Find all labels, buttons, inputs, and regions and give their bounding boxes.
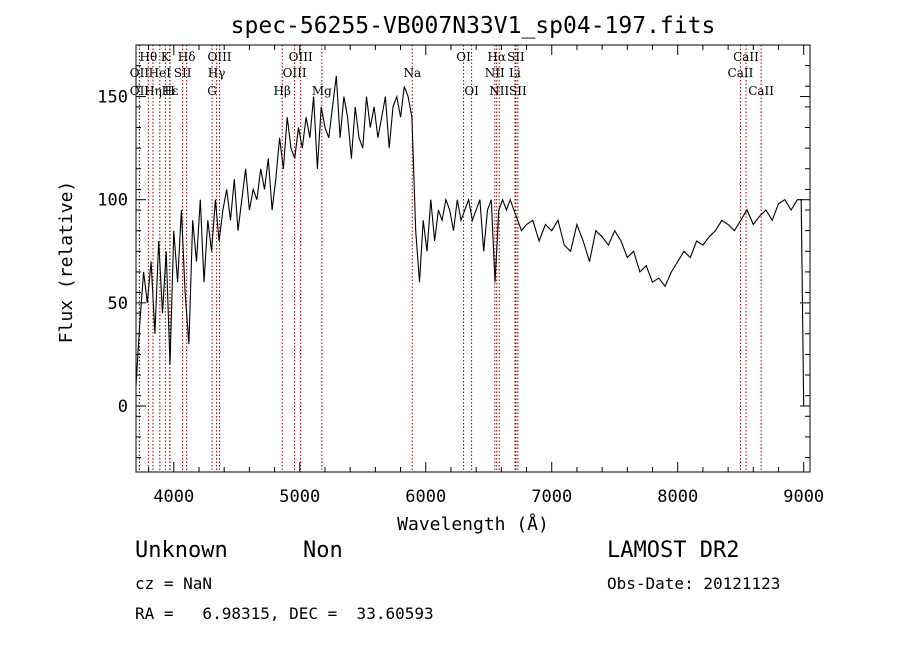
spectral-line-label: OII	[130, 66, 150, 80]
spectral-line-label: Hε	[162, 84, 179, 98]
spectral-line-label: Hθ	[139, 50, 157, 64]
y-axis: 0 50 100 150	[97, 44, 810, 459]
y-tick-label: 150	[97, 88, 128, 108]
chart-title: spec-56255-VB007N33V1_sp04-197.fits	[231, 13, 716, 39]
plot-frame	[135, 44, 811, 473]
spectral-line-label: Mg	[312, 84, 332, 98]
spectral-line-label: SII	[507, 50, 525, 64]
spectral-line-label: G	[207, 84, 217, 98]
spectral-line-label: SII	[174, 66, 192, 80]
spectral-line-label: Hα	[487, 50, 506, 64]
redshift-cz: cz = NaN	[135, 574, 213, 593]
spectral-line-label: H	[165, 84, 175, 98]
spectral-line-label: K	[161, 50, 171, 64]
spectral-line-label: Hη	[144, 84, 162, 98]
x-axis: 4000 5000 6000 7000 8000 9000	[148, 45, 824, 507]
x-tick-label: 8000	[657, 487, 698, 507]
spectral-line-label: CaII	[728, 66, 754, 80]
survey-name: LAMOST DR2	[607, 538, 740, 563]
spectral-line-label: Hδ	[178, 50, 196, 64]
obs-date: Obs-Date: 20121123	[607, 574, 781, 593]
spectral-line-label: OIII	[207, 50, 231, 64]
spectral-line-label: Hβ	[274, 84, 291, 98]
spectral-line-markers	[138, 45, 762, 472]
spectral-line-label: OI	[464, 84, 479, 98]
coordinates: RA = 6.98315, DEC = 33.60593	[135, 604, 434, 623]
y-axis-label: Flux (relative)	[56, 181, 77, 344]
spectral-line-label: CaII	[748, 84, 774, 98]
x-tick-label: 6000	[405, 487, 446, 507]
spectral-line-label: Li	[509, 66, 521, 80]
spectral-line-label: HeI	[149, 66, 172, 80]
x-tick-label: 4000	[153, 487, 194, 507]
spectral-line-label: OII	[130, 84, 150, 98]
spectrum-line	[135, 75, 805, 407]
object-subclass: Non	[303, 538, 343, 563]
x-tick-label: 5000	[279, 487, 320, 507]
spectrum-series	[135, 75, 805, 407]
spectral-line-label: NII	[485, 66, 505, 80]
spectral-line-label: NII	[489, 84, 509, 98]
x-axis-label: Wavelength (Å)	[397, 513, 549, 535]
object-class: Unknown	[135, 538, 228, 563]
y-tick-label: 0	[118, 397, 128, 417]
spectral-line-label: OI	[456, 50, 471, 64]
y-tick-label: 100	[97, 191, 128, 211]
spectral-line-label: SII	[509, 84, 527, 98]
x-tick-label: 7000	[531, 487, 572, 507]
spectral-line-label: Hγ	[208, 66, 226, 80]
y-tick-label: 50	[108, 294, 128, 314]
spectral-line-label: OIII	[289, 50, 313, 64]
spectral-line-label: CaII	[733, 50, 759, 64]
spectral-line-label: Na	[403, 66, 421, 80]
x-tick-label: 9000	[783, 487, 824, 507]
spectral-line-label: OIII	[283, 66, 307, 80]
